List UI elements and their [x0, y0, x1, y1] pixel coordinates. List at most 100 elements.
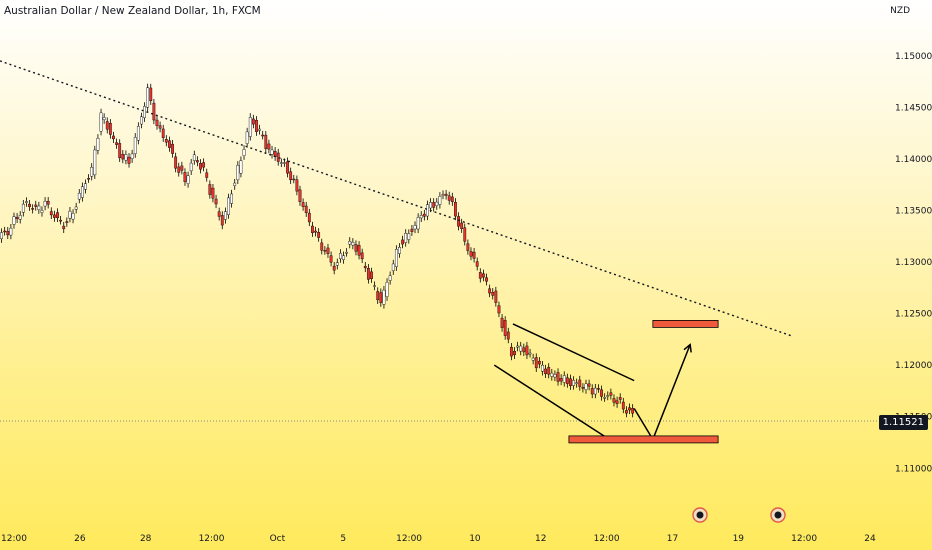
candle-body	[62, 225, 66, 230]
candle-body	[199, 163, 202, 170]
candle-body	[522, 347, 526, 353]
candle-body	[435, 201, 439, 206]
candle-body	[584, 383, 588, 390]
candle-body	[457, 216, 460, 227]
candle-body	[34, 204, 38, 207]
x-tick-label: 12:00	[1, 534, 27, 544]
candle-body	[186, 175, 190, 184]
x-tick-label: 5	[340, 534, 346, 544]
candle-body	[251, 118, 255, 125]
candle-body	[40, 210, 44, 213]
candle-body	[500, 317, 504, 328]
candle-body	[124, 154, 128, 161]
candle-body	[105, 121, 109, 130]
candle-body	[80, 186, 84, 198]
candle-body	[258, 128, 261, 131]
candle-body	[323, 249, 327, 252]
candle-body	[537, 360, 541, 365]
candle-body	[385, 282, 389, 297]
candle-body	[3, 230, 7, 233]
candle-body	[292, 178, 296, 181]
candle-body	[593, 387, 597, 395]
candle-body	[239, 160, 243, 174]
candle-body	[466, 243, 470, 251]
candle-body	[404, 233, 408, 243]
candle-body	[572, 380, 575, 386]
candle-body	[525, 345, 529, 356]
x-tick-label: Oct	[270, 534, 286, 544]
x-tick-label: 10	[469, 534, 481, 544]
candle-body	[164, 139, 168, 143]
candle-body	[373, 285, 377, 287]
candle-body	[569, 378, 572, 386]
candle-body	[311, 225, 314, 233]
candle-body	[550, 372, 554, 377]
candle-body	[115, 142, 118, 145]
candle-body	[401, 239, 404, 245]
candle-body	[494, 290, 498, 303]
candle-body	[509, 346, 513, 357]
candle-body	[152, 102, 156, 121]
candle-body	[565, 377, 569, 384]
candle-body	[531, 357, 535, 361]
candle-body	[21, 203, 25, 213]
candle-body	[339, 253, 342, 259]
candle-body	[587, 383, 591, 387]
candle-body	[279, 162, 283, 164]
candle-body	[426, 204, 429, 217]
candle-body	[398, 247, 401, 254]
candle-body	[351, 242, 355, 246]
candle-body	[267, 143, 271, 150]
candle-body	[214, 198, 218, 205]
candle-body	[482, 273, 485, 278]
candle-body	[25, 201, 28, 203]
candle-body	[301, 202, 305, 207]
candle-body	[556, 372, 560, 382]
candle-body	[90, 167, 94, 177]
candle-body	[345, 251, 349, 254]
x-tick-label: 17	[667, 534, 678, 544]
candle-body	[183, 172, 187, 182]
target-zone	[652, 320, 719, 328]
candle-body	[544, 368, 547, 375]
candle-body	[547, 367, 551, 375]
x-tick-label: 24	[864, 534, 876, 544]
candle-body	[578, 379, 582, 387]
candle-body	[71, 213, 75, 220]
candle-body	[335, 262, 339, 266]
candle-body	[28, 203, 31, 207]
y-tick-label: 1.12000	[895, 361, 932, 371]
candles-group	[0, 83, 635, 418]
candle-body	[49, 211, 53, 216]
x-tick-label: 12:00	[791, 534, 817, 544]
candle-body	[43, 201, 47, 207]
candle-body	[146, 87, 150, 108]
y-tick-label: 1.11000	[895, 464, 932, 474]
arrow-head	[683, 343, 692, 353]
candle-body	[68, 210, 72, 219]
candle-body	[233, 182, 237, 186]
candle-body	[478, 272, 482, 279]
candle-body	[413, 225, 417, 230]
y-tick-label: 1.12500	[895, 310, 932, 320]
candle-body	[631, 408, 635, 414]
candle-body	[376, 291, 380, 301]
candle-body	[419, 215, 423, 219]
candle-body	[360, 252, 364, 260]
candle-body	[59, 219, 63, 222]
candle-body	[192, 154, 196, 161]
candle-body	[541, 364, 544, 372]
candle-body	[422, 213, 426, 217]
y-axis: 1.15000 1.14500 1.14000 1.13500 1.13000 1.125…	[895, 52, 932, 475]
candle-body	[391, 263, 395, 272]
candle-body	[93, 149, 97, 176]
candle-body	[429, 202, 432, 209]
candle-body	[230, 193, 234, 204]
candle-body	[242, 149, 246, 156]
candle-body	[96, 138, 100, 151]
candle-body	[87, 178, 91, 180]
candle-body	[357, 244, 361, 256]
candle-body	[388, 275, 392, 281]
